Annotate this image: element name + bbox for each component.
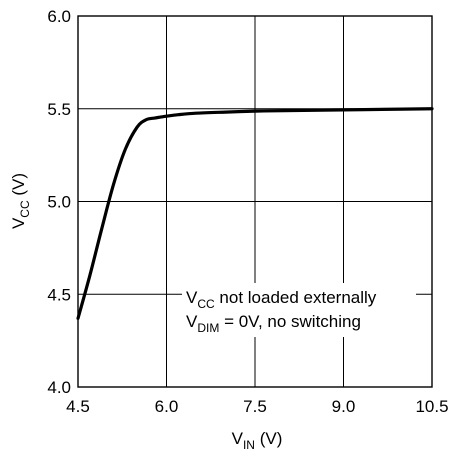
y-tick-label: 5.5 xyxy=(47,100,71,119)
x-axis-title-main: V xyxy=(232,429,244,448)
y-tick-label: 6.0 xyxy=(47,7,71,26)
annotation-line-1-sub: CC xyxy=(197,297,215,311)
x-axis-title-unit: (V) xyxy=(255,429,282,448)
annotation-line-2-sub: DIM xyxy=(197,321,219,335)
series-layer xyxy=(76,107,434,320)
x-tick-label: 6.0 xyxy=(155,397,179,416)
y-tick-label: 5.0 xyxy=(47,193,71,212)
annotation-line-2-rest: = 0V, no switching xyxy=(219,312,361,331)
y-axis-title-main: V xyxy=(9,217,28,229)
x-tick-label: 9.0 xyxy=(332,397,356,416)
x-axis-title: VIN (V) xyxy=(232,429,283,452)
annotation-line-1-rest: not loaded externally xyxy=(215,288,377,307)
y-axis-title-sub: CC xyxy=(18,200,32,218)
x-tick-label: 10.5 xyxy=(415,397,448,416)
annotation-line-2: VDIM = 0V, no switching xyxy=(186,312,361,335)
y-axis-title: VCC (V) xyxy=(9,173,32,229)
vcc-series-line xyxy=(76,107,434,320)
tick-labels: 4.5 6.0 7.5 9.0 10.54.04.55.05.56.0 xyxy=(47,7,448,416)
grid xyxy=(78,16,432,387)
x-axis-title-sub: IN xyxy=(243,438,255,452)
y-tick-label: 4.5 xyxy=(47,285,71,304)
y-tick-label: 4.0 xyxy=(47,378,71,397)
annotation-background xyxy=(182,283,416,337)
annotation-line-1: VCC not loaded externally xyxy=(186,288,377,311)
annotation-line-2-main: V xyxy=(186,312,198,331)
annotation-line-1-main: V xyxy=(186,288,198,307)
plot-frame xyxy=(77,15,433,388)
x-tick-label: 7.5 xyxy=(243,397,267,416)
y-axis-title-unit: (V) xyxy=(9,173,28,200)
x-tick-label: 4.5 xyxy=(66,397,90,416)
